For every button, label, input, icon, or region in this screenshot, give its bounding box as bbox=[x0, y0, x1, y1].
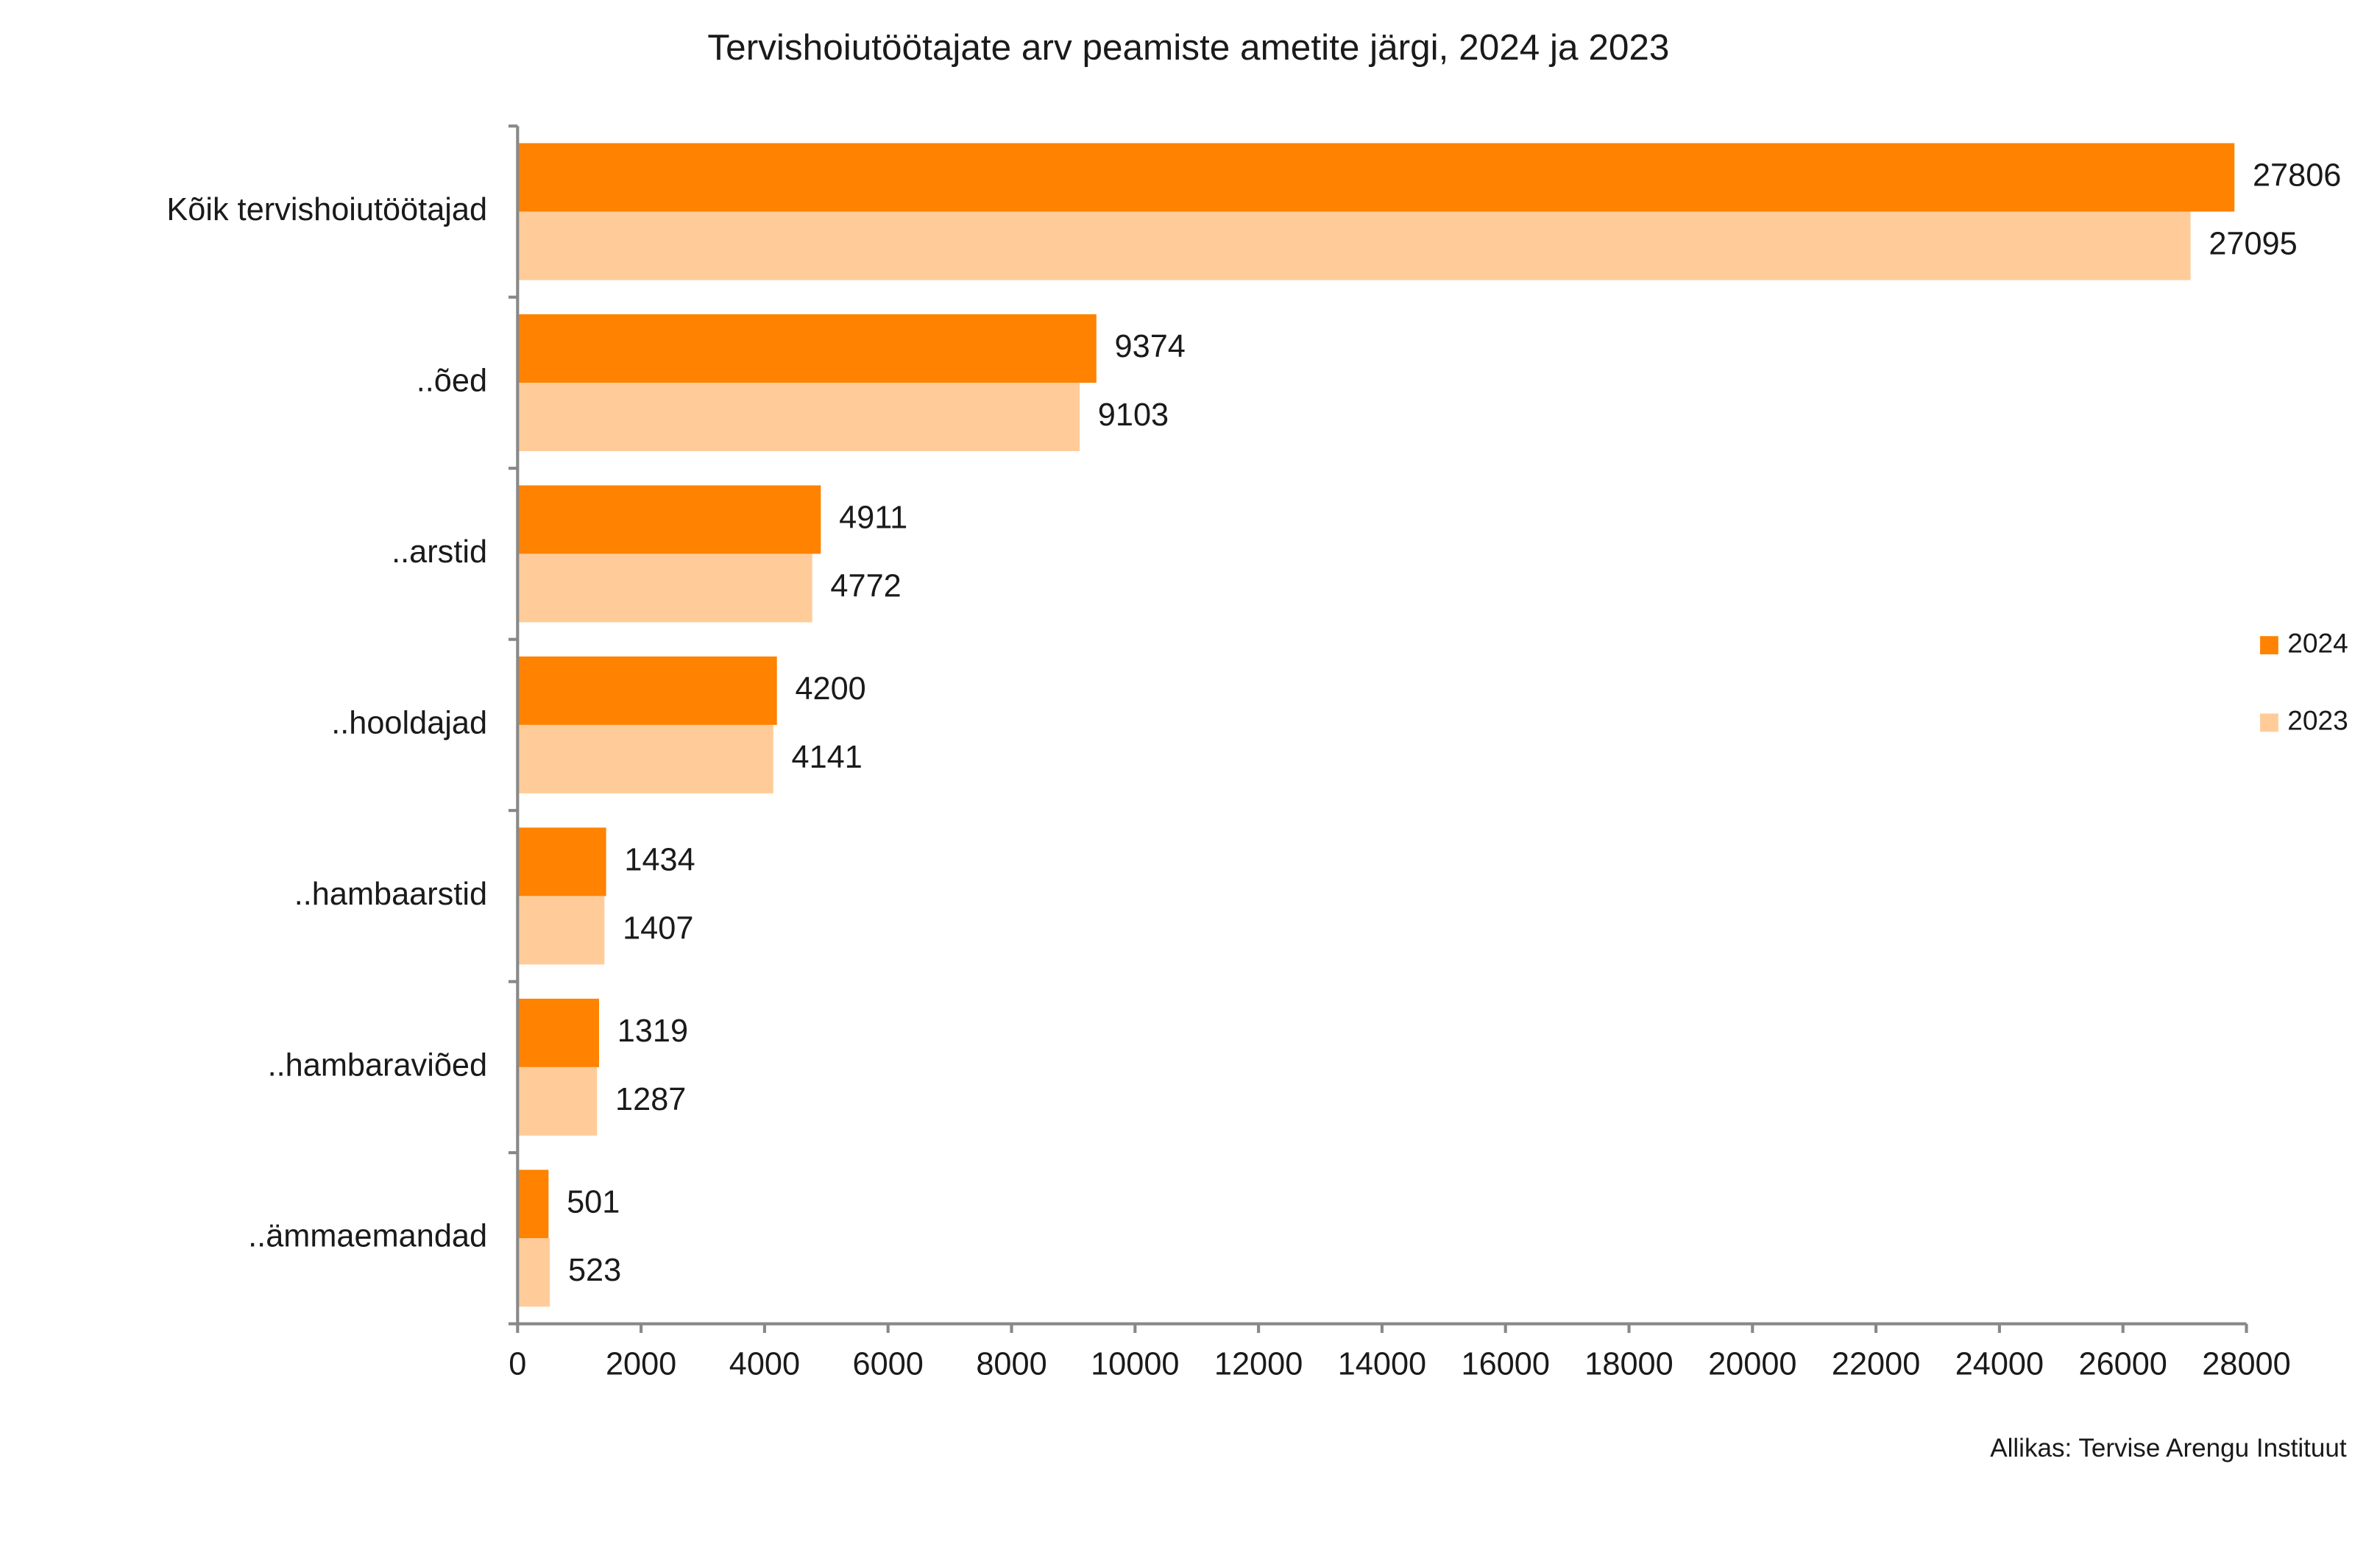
bar bbox=[517, 998, 599, 1067]
legend-label: 2024 bbox=[2287, 627, 2348, 658]
bar bbox=[517, 314, 1097, 383]
x-tick-label: 8000 bbox=[976, 1347, 1046, 1382]
x-tick-label: 24000 bbox=[1955, 1347, 2044, 1382]
value-label: 1434 bbox=[624, 842, 695, 877]
bar bbox=[517, 724, 773, 793]
y-tick-label: ..hambaraviõed bbox=[268, 1047, 487, 1083]
bar bbox=[517, 1170, 549, 1239]
bar bbox=[517, 211, 2191, 280]
x-tick-label: 26000 bbox=[2078, 1347, 2167, 1382]
value-label: 4200 bbox=[795, 671, 865, 707]
bar bbox=[517, 143, 2235, 212]
bar bbox=[517, 485, 821, 554]
x-tick-label: 18000 bbox=[1584, 1347, 1673, 1382]
bar bbox=[517, 1238, 550, 1307]
bar bbox=[517, 896, 605, 965]
value-label: 1319 bbox=[617, 1014, 688, 1049]
value-label: 9374 bbox=[1115, 329, 1186, 364]
y-tick-label: ..hambaarstid bbox=[294, 877, 487, 912]
value-label: 27095 bbox=[2209, 226, 2297, 261]
bar bbox=[517, 827, 606, 896]
x-tick-label: 6000 bbox=[853, 1347, 924, 1382]
x-tick-label: 4000 bbox=[729, 1347, 800, 1382]
value-label: 4911 bbox=[839, 500, 907, 535]
legend-label: 2023 bbox=[2287, 705, 2348, 736]
x-tick-label: 2000 bbox=[606, 1347, 676, 1382]
value-label: 4772 bbox=[830, 568, 901, 604]
value-label: 1287 bbox=[615, 1082, 686, 1117]
x-tick-label: 10000 bbox=[1091, 1347, 1179, 1382]
bar bbox=[517, 1067, 598, 1136]
source-note: Allikas: Tervise Arengu Instituut bbox=[1990, 1434, 2347, 1463]
legend-swatch bbox=[2260, 636, 2278, 654]
bar bbox=[517, 554, 812, 623]
y-tick-label: ..arstid bbox=[392, 534, 487, 570]
x-tick-label: 22000 bbox=[1832, 1347, 1920, 1382]
value-label: 9103 bbox=[1098, 397, 1169, 433]
x-tick-label: 16000 bbox=[1462, 1347, 1550, 1382]
chart-title: Tervishoiutöötajate arv peamiste ametite… bbox=[707, 27, 1669, 68]
bar bbox=[517, 656, 777, 725]
bar bbox=[517, 382, 1080, 451]
x-tick-label: 12000 bbox=[1214, 1347, 1303, 1382]
value-label: 27806 bbox=[2253, 158, 2341, 193]
value-label: 1407 bbox=[623, 910, 693, 946]
y-tick-label: ..ämmaemandad bbox=[248, 1219, 487, 1254]
x-tick-label: 28000 bbox=[2202, 1347, 2290, 1382]
y-tick-label: Kõik tervishoiutöötajad bbox=[166, 192, 487, 227]
y-tick-label: ..õed bbox=[417, 363, 487, 398]
value-label: 501 bbox=[567, 1184, 620, 1220]
x-tick-label: 0 bbox=[509, 1347, 526, 1382]
x-tick-label: 14000 bbox=[1338, 1347, 1426, 1382]
x-tick-label: 20000 bbox=[1708, 1347, 1796, 1382]
y-tick-label: ..hooldajad bbox=[331, 705, 487, 740]
value-label: 4141 bbox=[791, 740, 862, 775]
legend-swatch bbox=[2260, 713, 2278, 732]
value-label: 523 bbox=[568, 1253, 621, 1288]
